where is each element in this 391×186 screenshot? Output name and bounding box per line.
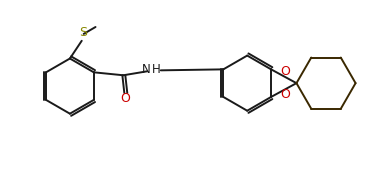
Text: O: O [280, 65, 290, 78]
Text: N: N [142, 63, 151, 76]
Text: H: H [152, 63, 161, 76]
Text: S: S [79, 26, 87, 39]
Text: O: O [120, 92, 130, 105]
Text: O: O [280, 89, 290, 102]
